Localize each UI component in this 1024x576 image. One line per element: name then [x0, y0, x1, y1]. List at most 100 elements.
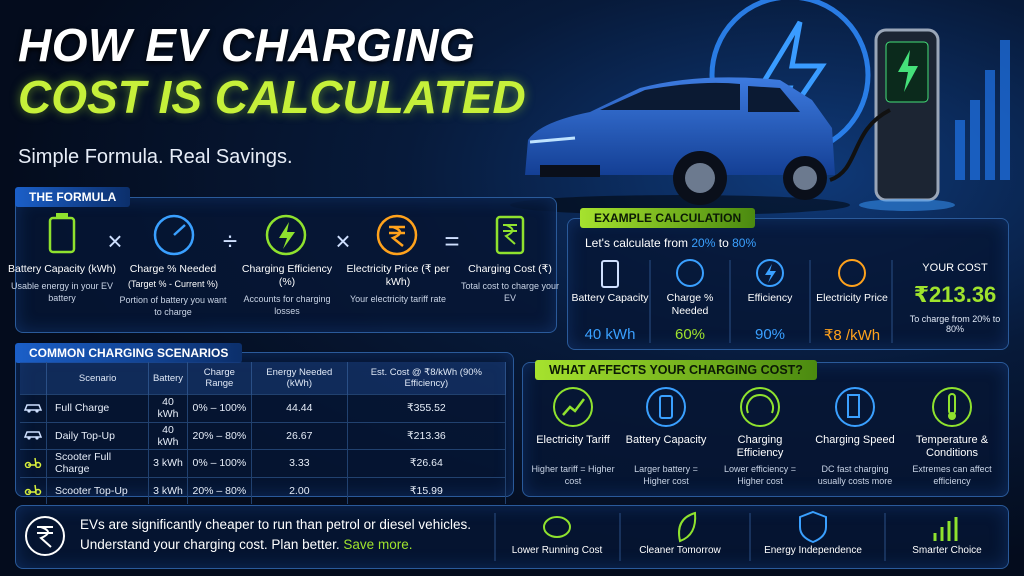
table-cell: 2.00 — [251, 476, 348, 504]
factor-desc: Lower efficiency = Higher cost — [723, 464, 797, 486]
example-label: Electricity Price — [816, 292, 888, 304]
example-icons — [601, 259, 893, 343]
intro-to-word: to — [718, 236, 729, 250]
example-label: Charge % Needed — [666, 292, 714, 317]
formula-desc: Usable energy in your EV battery — [10, 281, 114, 303]
example-value: 40 kWh — [584, 326, 636, 343]
factor-item: Battery Capacity Larger battery = Higher … — [621, 434, 711, 487]
factor-label: Charging Speed — [815, 434, 895, 446]
scenario-row: Scooter Top-Up 3 kWh 20% – 80% 2.00 ₹15.99 — [20, 476, 507, 504]
car-icon — [23, 404, 43, 413]
benefit-label: Energy Independence — [764, 545, 862, 556]
table-cell: 3 kWh — [148, 476, 188, 504]
operator: × — [107, 226, 123, 256]
example-intro: Let's calculate from 20% to 80% — [585, 236, 756, 250]
example-item: Charge % Needed 60% — [651, 292, 729, 343]
column-header: Scenario — [46, 362, 150, 395]
factor-desc: Higher tariff = Higher cost — [531, 464, 615, 486]
scenario-row: Daily Top-Up 40 kWh 20% – 80% 26.67 ₹213.36 — [20, 421, 507, 450]
formula-panel — [15, 197, 557, 333]
row-icon — [20, 394, 47, 422]
icon-header — [20, 362, 47, 395]
scenarios-table: Scenario Battery Charge Range Energy Needed… — [20, 362, 507, 504]
operator: ÷ — [222, 226, 238, 256]
example-item: Efficiency 90% — [731, 292, 809, 343]
table-cell: ₹355.52 — [347, 394, 507, 422]
result-label: YOUR COST — [922, 262, 988, 274]
column-header: Energy Needed (kWh) — [251, 362, 348, 395]
table-cell: Scooter Full Charge — [46, 449, 150, 477]
factor-label: Electricity Tariff — [536, 434, 610, 446]
benefit-label: Lower Running Cost — [511, 545, 603, 556]
formula-note: (Target % - Current %) — [127, 279, 219, 289]
factor-item: Temperature & Conditions Extremes can aff… — [907, 434, 997, 487]
benefit-label: Smarter Choice — [912, 545, 982, 556]
example-panel — [567, 218, 1009, 350]
formula-label: Battery Capacity (kWh) — [8, 263, 116, 275]
table-cell: 40 kWh — [148, 421, 188, 450]
table-cell: 44.44 — [251, 394, 348, 422]
factor-label: Charging Efficiency — [736, 434, 784, 459]
example-title: EXAMPLE CALCULATION — [580, 208, 756, 228]
example-value: 60% — [674, 326, 706, 343]
example-item: Battery Capacity 40 kWh — [571, 292, 649, 343]
scenarios-title: COMMON CHARGING SCENARIOS — [15, 343, 243, 363]
title-line1: HOW EV CHARGING — [18, 19, 476, 71]
table-cell: 20% – 80% — [187, 421, 252, 450]
example-value: 90% — [754, 326, 786, 343]
formula-icons — [48, 213, 525, 256]
table-cell: 20% – 80% — [187, 476, 252, 504]
table-cell: ₹213.36 — [347, 421, 507, 450]
formula-desc: Total cost to charge your EV — [460, 281, 560, 303]
formula-item: Battery Capacity (kWh) Usable energy in y… — [8, 263, 116, 304]
formula-label: Charge % Needed — [129, 263, 217, 275]
example-value: ₹8 /kWh — [823, 327, 881, 344]
table-cell: 3 kWh — [148, 449, 188, 477]
factor-item: Electricity Tariff Higher tariff = Higher… — [528, 434, 618, 487]
formula-desc: Portion of battery you want to charge — [119, 295, 227, 317]
scooter-icon — [24, 457, 42, 468]
formula-label: Charging Cost (₹) — [468, 263, 552, 275]
scooter-icon — [24, 485, 42, 496]
result-desc: To charge from 20% to 80% — [909, 314, 1001, 334]
factor-label: Temperature & Conditions — [915, 434, 989, 459]
formula-item: Charging Efficiency (%) Accounts for char… — [233, 263, 341, 317]
footer-line1: EVs are significantly cheaper to run tha… — [80, 517, 471, 532]
table-cell: 0% – 100% — [187, 394, 252, 422]
result-value: ₹213.36 — [913, 282, 997, 307]
factor-desc: DC fast charging usually costs more — [817, 464, 893, 486]
formula-label: Electricity Price (₹ per kWh) — [346, 263, 450, 288]
factor-item: Charging Speed DC fast charging usually c… — [810, 434, 900, 487]
scenario-row: Scooter Full Charge 3 kWh 0% – 100% 3.33 ₹26… — [20, 449, 507, 477]
table-cell: 26.67 — [251, 421, 348, 450]
formula-label: Charging Efficiency (%) — [241, 263, 333, 288]
intro-text: Let's calculate from — [585, 236, 689, 250]
footer-line2-wrap: Understand your charging cost. Plan bett… — [80, 535, 471, 555]
table-cell: ₹26.64 — [347, 449, 507, 477]
factors-title: WHAT AFFECTS YOUR CHARGING COST? — [535, 360, 817, 380]
footer-message: EVs are significantly cheaper to run tha… — [80, 515, 471, 555]
row-icon — [20, 421, 47, 450]
table-cell: Full Charge — [46, 394, 150, 422]
table-cell: 40 kWh — [148, 394, 188, 422]
formula-item: Charge % Needed (Target % - Current %) Por… — [119, 263, 227, 318]
table-cell: Scooter Top-Up — [46, 476, 150, 504]
footer-line2: Understand your charging cost. Plan bett… — [80, 537, 340, 552]
factor-label: Battery Capacity — [625, 434, 707, 446]
formula-title: THE FORMULA — [15, 187, 131, 207]
table-cell: ₹15.99 — [347, 476, 507, 504]
header-row: Scenario Battery Charge Range Energy Needed… — [20, 362, 507, 395]
factor-item: Charging Efficiency Lower efficiency = Hi… — [715, 434, 805, 487]
example-item: Electricity Price ₹8 /kWh — [813, 292, 891, 344]
factor-desc: Extremes can affect efficiency — [912, 464, 992, 486]
intro-to: 80% — [732, 236, 757, 250]
footer-icons — [25, 510, 958, 561]
formula-desc: Your electricity tariff rate — [349, 294, 447, 304]
example-label: Efficiency — [747, 292, 793, 304]
subtitle: Simple Formula. Real Savings. — [18, 146, 293, 168]
scenario-row: Full Charge 40 kWh 0% – 100% 44.44 ₹355.52 — [20, 394, 507, 422]
operator: = — [444, 226, 460, 256]
title-line2: COST IS CALCULATED — [18, 71, 526, 123]
